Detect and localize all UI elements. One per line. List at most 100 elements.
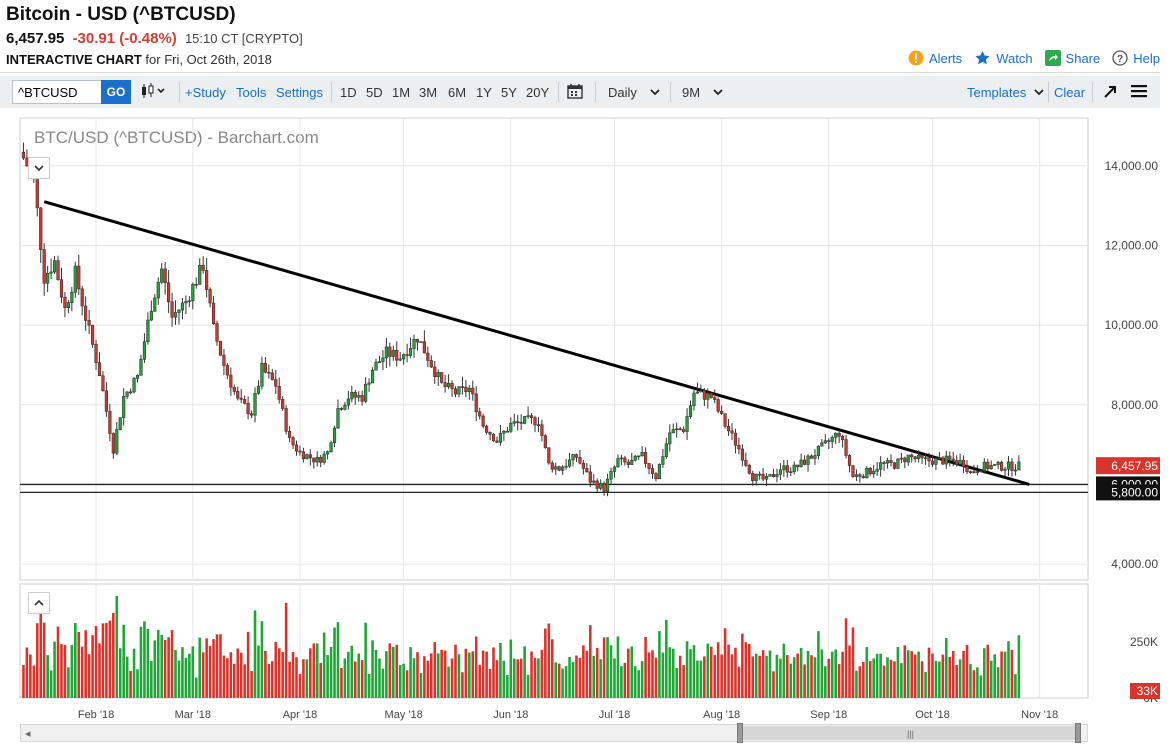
period-3m[interactable]: 3M [419, 85, 438, 100]
candle-body [920, 454, 924, 459]
candle-body [312, 457, 316, 463]
candle-body [488, 431, 492, 435]
candle-body [851, 465, 855, 477]
candle-body [740, 448, 744, 461]
study-button[interactable]: +Study [185, 85, 226, 100]
candle-body [1017, 461, 1021, 471]
volume-last-label: 33K [1137, 684, 1158, 698]
quote-line: 6,457.95 -30.91 (-0.48%) 15:10 CT [CRYPT… [6, 30, 303, 47]
share-button[interactable]: Share [1044, 50, 1101, 66]
templates-dropdown[interactable]: Templates [967, 85, 1045, 100]
volume-bar [253, 610, 257, 698]
price-pane-collapse-button[interactable] [28, 157, 50, 179]
candle-body [315, 457, 319, 463]
header-actions: Alerts Watch Share ? Help [908, 50, 1160, 66]
scroll-handle-left[interactable] [737, 723, 743, 743]
candle-body [882, 462, 886, 464]
period-6m[interactable]: 6M [448, 85, 467, 100]
candle-body [163, 268, 167, 284]
chart-type-button[interactable] [140, 82, 168, 103]
volume-bar [274, 641, 278, 698]
volume-bar [305, 659, 309, 698]
candle-body [554, 466, 558, 470]
volume-pane-collapse-button[interactable] [28, 592, 50, 614]
candle-body [730, 430, 734, 434]
period-5y[interactable]: 5Y [501, 85, 517, 100]
candle-body [464, 386, 468, 392]
candle-body [640, 452, 644, 457]
candle-body [173, 312, 178, 318]
candle-body [861, 476, 865, 478]
chart-scrollbar[interactable]: ◂ ||| [20, 723, 1088, 743]
volume-bar [837, 664, 841, 698]
period-1y[interactable]: 1Y [476, 85, 492, 100]
volume-bar [395, 644, 399, 698]
candle-body [768, 474, 772, 477]
volume-bar [637, 670, 640, 698]
volume-bar [893, 661, 896, 698]
date-range-button[interactable] [567, 83, 583, 102]
volume-bar [751, 656, 755, 698]
volume-bar [125, 656, 129, 698]
candle-body [201, 264, 205, 271]
volume-bar [886, 657, 889, 698]
clear-button[interactable]: Clear [1054, 85, 1086, 100]
volume-bar [98, 643, 101, 698]
settings-button[interactable]: Settings [276, 85, 323, 100]
volume-bar [22, 664, 25, 698]
help-button[interactable]: ? Help [1112, 50, 1160, 66]
watch-button[interactable]: Watch [974, 50, 1033, 66]
candle-body [602, 483, 606, 492]
go-button[interactable]: GO [101, 80, 131, 104]
volume-bar [461, 672, 464, 698]
volume-bar [844, 618, 848, 698]
volume-bar [174, 650, 177, 698]
chart-subtitle: INTERACTIVE CHART for Fri, Oct 26th, 201… [6, 52, 272, 67]
tools-button[interactable]: Tools [236, 85, 267, 100]
frequency-dropdown[interactable]: Daily [608, 85, 661, 100]
volume-bar [212, 639, 215, 698]
volume-bar [478, 664, 481, 698]
candle-body [374, 361, 378, 371]
volume-bar [599, 659, 602, 698]
symbol-input[interactable] [12, 80, 102, 104]
range-dropdown[interactable]: 9M [682, 85, 724, 100]
volume-bar [243, 664, 246, 698]
candle-body [170, 301, 174, 318]
period-5d[interactable]: 5D [366, 85, 383, 100]
scroll-thumb[interactable] [739, 726, 1079, 740]
candle-body [868, 468, 872, 475]
scroll-left-icon[interactable]: ◂ [25, 728, 31, 740]
candle-body [177, 309, 181, 313]
volume-bar [108, 620, 112, 698]
candle-body [827, 440, 831, 442]
period-1m[interactable]: 1M [392, 85, 411, 100]
volume-bar [115, 596, 119, 698]
candle-body [999, 461, 1004, 471]
candle-body [896, 458, 900, 469]
candle-body [249, 413, 254, 416]
period-1d[interactable]: 1D [340, 85, 357, 100]
draw-tool-button[interactable] [1102, 84, 1118, 103]
volume-bar [385, 651, 388, 698]
alerts-button[interactable]: Alerts [908, 50, 962, 66]
share-label: Share [1065, 50, 1101, 66]
volume-bar [848, 645, 851, 698]
candle-body [747, 465, 751, 474]
menu-button[interactable] [1131, 84, 1147, 101]
candle-body [944, 455, 948, 465]
scroll-handle-right[interactable] [1075, 723, 1081, 743]
volume-bar [685, 641, 689, 698]
volume-bar [167, 637, 170, 698]
volume-bar [315, 643, 319, 698]
candle-body [657, 464, 662, 480]
candle-body [661, 456, 665, 465]
candle-body [875, 468, 879, 472]
candle-body [436, 372, 440, 378]
volume-bar [630, 646, 634, 698]
period-20y[interactable]: 20Y [526, 85, 550, 100]
chevron-down-icon [1034, 89, 1044, 96]
candle-body [588, 471, 592, 483]
candle-body [294, 444, 299, 452]
